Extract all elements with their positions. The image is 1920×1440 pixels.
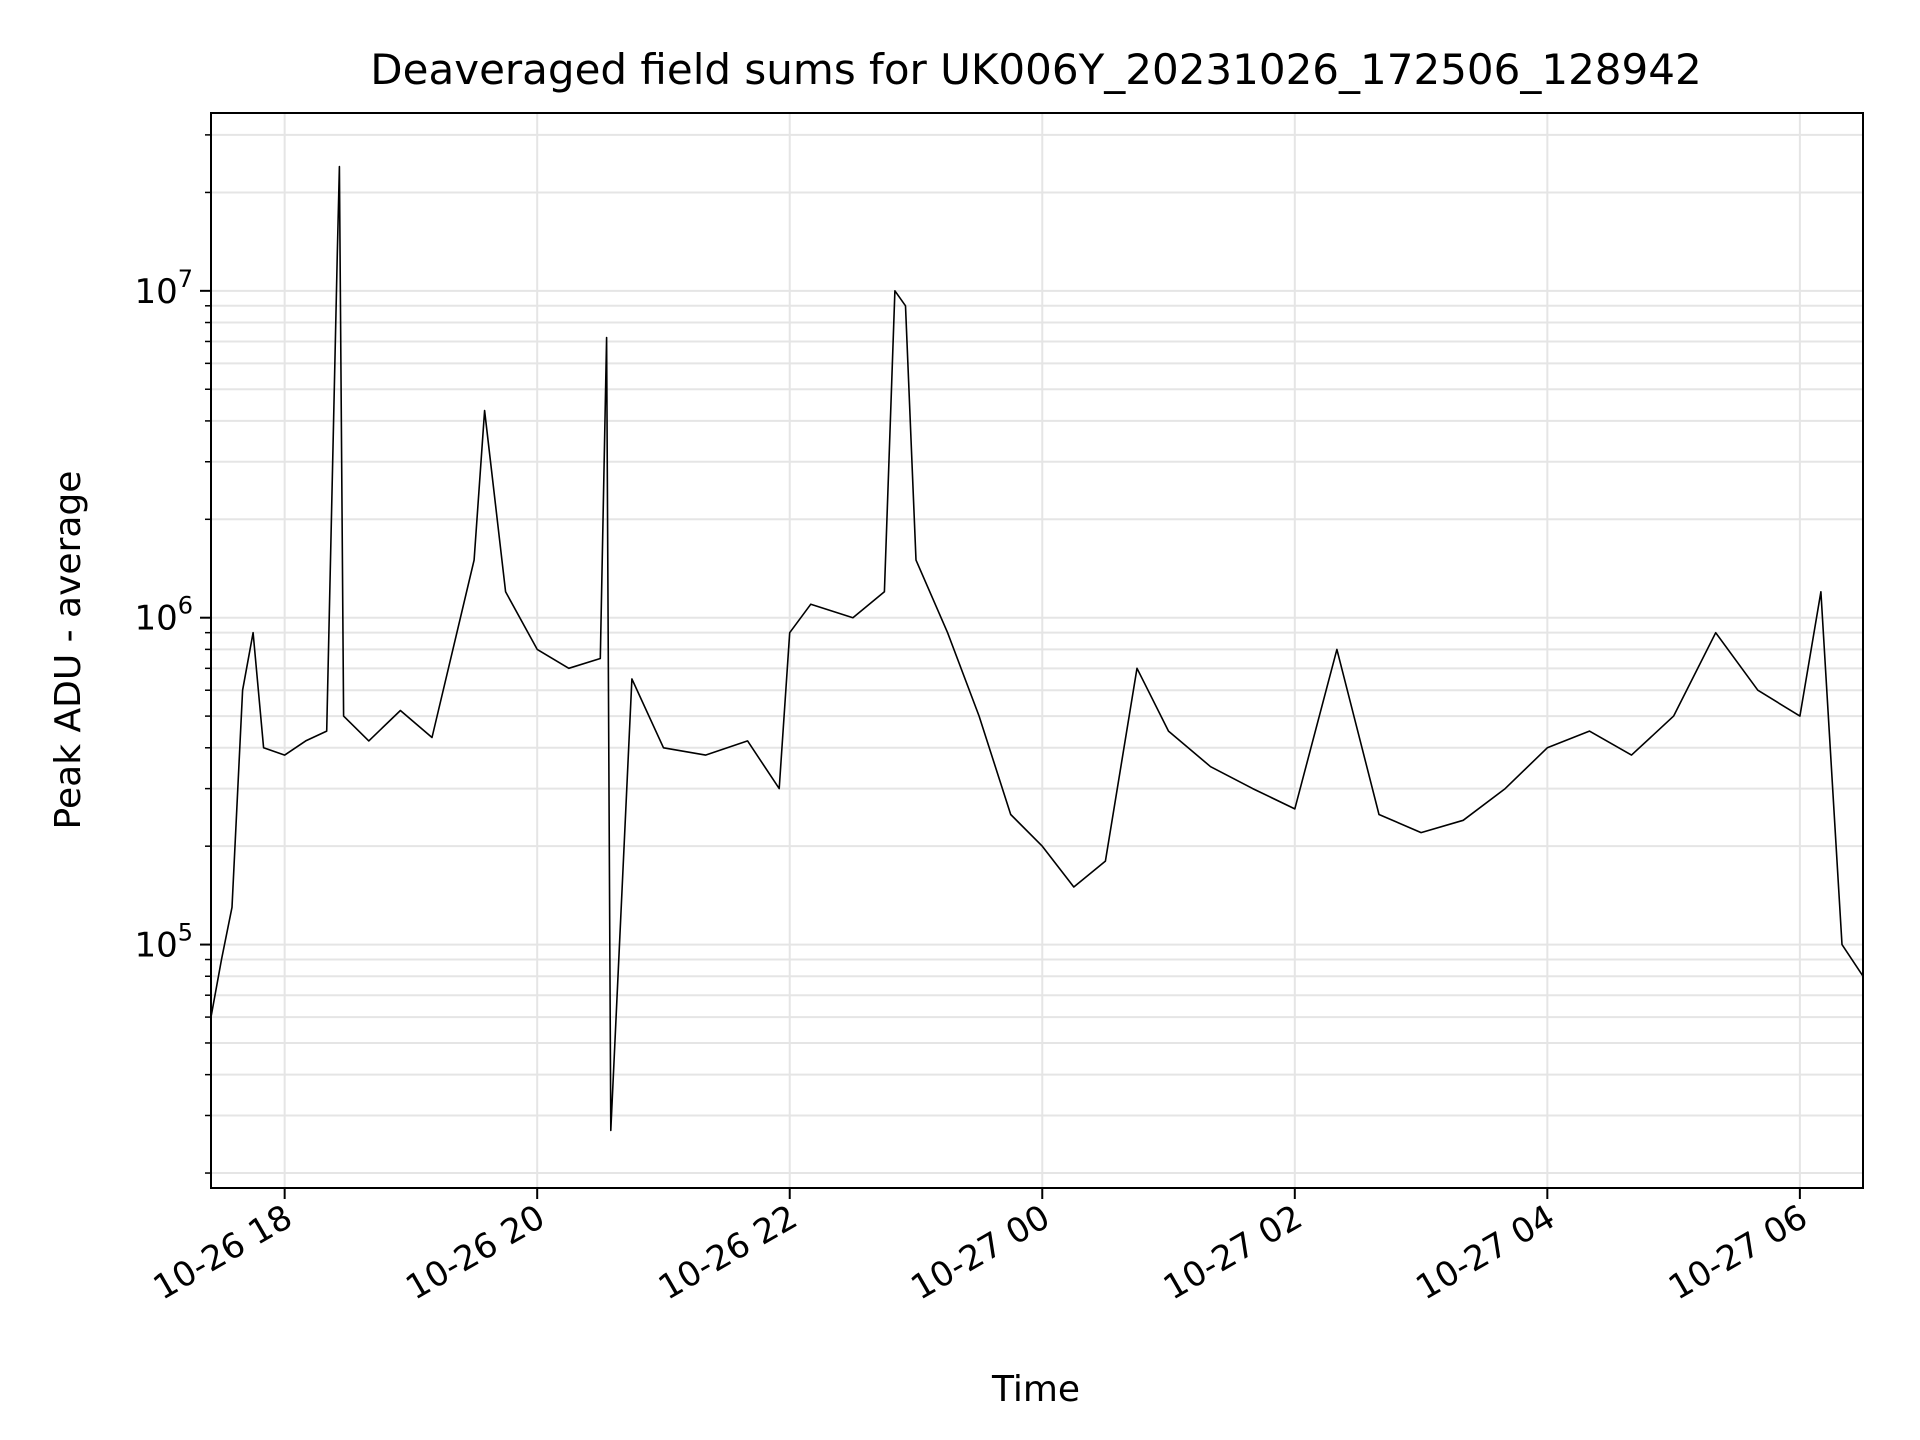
- grid-layer: [211, 113, 1863, 1188]
- y-tick-label: 107: [134, 265, 193, 312]
- chart-title: Deaveraged field sums for UK006Y_2023102…: [370, 45, 1701, 94]
- plot-frame: [210, 112, 1864, 1189]
- y-tick-label: 105: [134, 919, 193, 966]
- x-axis-label: Time: [991, 1369, 1080, 1410]
- y-tick-label: 106: [134, 592, 193, 639]
- y-axis-label: Peak ADU - average: [48, 471, 89, 830]
- series-layer: [210, 165, 1864, 1132]
- series-line: [210, 165, 1864, 1132]
